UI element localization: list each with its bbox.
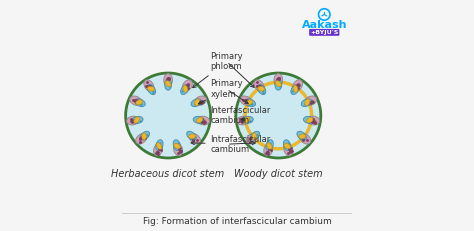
Ellipse shape: [267, 143, 272, 149]
Ellipse shape: [303, 116, 314, 123]
Ellipse shape: [194, 99, 200, 106]
Ellipse shape: [252, 133, 256, 140]
Ellipse shape: [284, 143, 293, 156]
Circle shape: [236, 73, 321, 158]
Ellipse shape: [182, 80, 192, 91]
Ellipse shape: [164, 74, 173, 86]
Ellipse shape: [266, 140, 273, 150]
Ellipse shape: [275, 81, 281, 87]
Ellipse shape: [246, 134, 257, 144]
Ellipse shape: [190, 134, 201, 144]
Ellipse shape: [292, 80, 302, 91]
Ellipse shape: [165, 81, 171, 87]
Ellipse shape: [196, 117, 203, 123]
Ellipse shape: [299, 134, 306, 139]
Ellipse shape: [257, 85, 266, 94]
Ellipse shape: [189, 134, 196, 139]
Ellipse shape: [237, 116, 249, 125]
Ellipse shape: [246, 100, 253, 105]
Ellipse shape: [173, 140, 181, 150]
Ellipse shape: [305, 99, 310, 106]
Text: Aakash: Aakash: [301, 20, 347, 30]
Ellipse shape: [275, 79, 282, 90]
Ellipse shape: [156, 143, 162, 149]
Ellipse shape: [136, 134, 147, 144]
Ellipse shape: [194, 96, 207, 106]
Text: +BYJU'S: +BYJU'S: [310, 30, 338, 35]
Text: Primary
phloem: Primary phloem: [192, 52, 243, 88]
Ellipse shape: [142, 133, 146, 140]
Ellipse shape: [291, 85, 299, 94]
Ellipse shape: [140, 131, 149, 140]
Ellipse shape: [284, 143, 291, 149]
Text: Primary
xylem: Primary xylem: [199, 79, 243, 104]
Ellipse shape: [301, 99, 311, 106]
Ellipse shape: [297, 131, 306, 140]
Ellipse shape: [144, 80, 154, 91]
Ellipse shape: [147, 85, 155, 94]
Ellipse shape: [173, 143, 182, 156]
Text: Intrafascicular
cambium: Intrafascicular cambium: [191, 134, 271, 154]
Ellipse shape: [130, 96, 142, 106]
Ellipse shape: [197, 116, 210, 125]
Text: Interfascicular
cambium: Interfascicular cambium: [210, 106, 271, 125]
Ellipse shape: [245, 99, 255, 106]
Ellipse shape: [300, 134, 311, 144]
Ellipse shape: [156, 140, 163, 150]
Ellipse shape: [147, 86, 155, 91]
Ellipse shape: [134, 117, 139, 123]
Ellipse shape: [242, 116, 253, 123]
Ellipse shape: [307, 117, 313, 123]
Ellipse shape: [164, 79, 172, 90]
Ellipse shape: [254, 80, 264, 91]
Ellipse shape: [264, 143, 273, 156]
Text: Fig: Formation of interfascicular cambium: Fig: Formation of interfascicular cambiu…: [143, 217, 331, 226]
Ellipse shape: [191, 99, 201, 106]
Ellipse shape: [244, 117, 250, 123]
Text: Herbaceous dicot stem: Herbaceous dicot stem: [111, 170, 225, 179]
Ellipse shape: [307, 116, 320, 125]
Ellipse shape: [127, 116, 139, 125]
Ellipse shape: [258, 86, 264, 91]
Ellipse shape: [293, 85, 298, 92]
Ellipse shape: [283, 140, 291, 150]
Circle shape: [126, 73, 210, 158]
Ellipse shape: [193, 116, 204, 123]
Ellipse shape: [187, 131, 196, 140]
Ellipse shape: [135, 99, 145, 106]
Ellipse shape: [154, 143, 163, 156]
Ellipse shape: [305, 96, 317, 106]
Ellipse shape: [132, 116, 143, 123]
Ellipse shape: [136, 100, 143, 105]
Ellipse shape: [240, 96, 252, 106]
Ellipse shape: [250, 131, 260, 140]
Ellipse shape: [181, 85, 189, 94]
Ellipse shape: [274, 74, 283, 86]
Text: Woody dicot stem: Woody dicot stem: [234, 170, 323, 179]
Ellipse shape: [183, 85, 188, 92]
Ellipse shape: [174, 143, 180, 149]
